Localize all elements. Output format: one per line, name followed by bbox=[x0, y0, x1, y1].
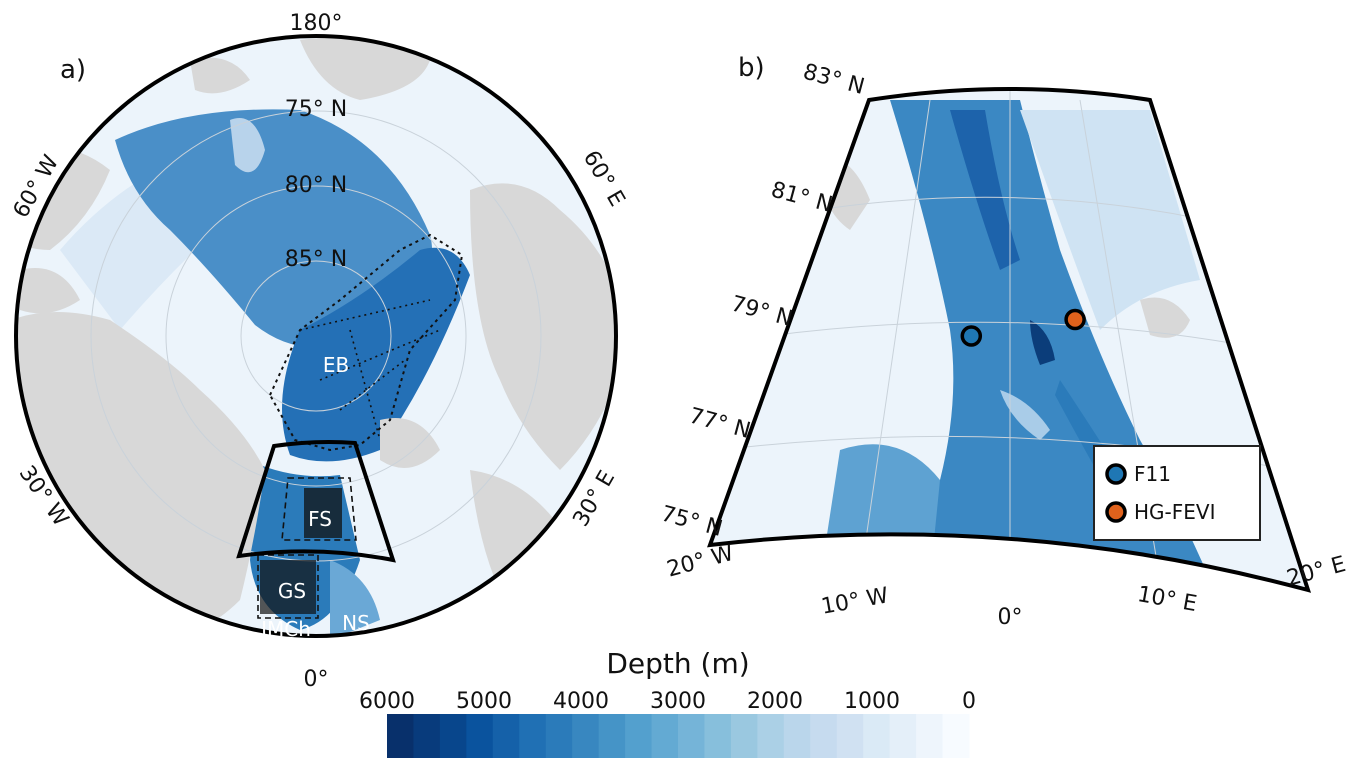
colorbar-swatch bbox=[492, 714, 520, 758]
colorbar-tick-label: 1000 bbox=[844, 689, 900, 714]
colorbar-swatch bbox=[598, 714, 626, 758]
amerasian-basin bbox=[115, 109, 433, 348]
lon-label-0: 0° bbox=[998, 605, 1023, 630]
lon-label-20w: 20° W bbox=[664, 541, 736, 583]
lat-label-85: 85° N bbox=[285, 247, 347, 272]
colorbar-tick-label: 0 bbox=[962, 689, 976, 714]
svalbard-landmass bbox=[380, 418, 440, 468]
region-jmch: JMCh bbox=[259, 617, 311, 641]
lat-label-75: 75° N bbox=[285, 97, 347, 122]
panel-b-label: b) bbox=[738, 53, 765, 83]
colorbar-swatch bbox=[757, 714, 785, 758]
colorbar-swatch bbox=[730, 714, 758, 758]
region-ns: NS bbox=[342, 611, 370, 635]
colorbar-swatch bbox=[413, 714, 441, 758]
colorbar-swatch bbox=[572, 714, 600, 758]
panel-a-frame bbox=[14, 34, 618, 638]
colorbar-swatch bbox=[545, 714, 573, 758]
lat-label-81n: 81° N bbox=[768, 178, 835, 218]
colorbar-swatch bbox=[519, 714, 547, 758]
lon-label-0: 0° bbox=[304, 667, 329, 692]
legend: F11 HG-FEVI bbox=[1093, 445, 1261, 541]
legend-marker-f11 bbox=[1105, 463, 1127, 485]
colorbar-swatch bbox=[466, 714, 494, 758]
colorbar-swatch bbox=[651, 714, 679, 758]
lat-label-77n: 77° N bbox=[686, 404, 753, 444]
lat-label-80: 80° N bbox=[285, 173, 347, 198]
lon-label-180: 180° bbox=[290, 11, 343, 36]
lat-label-83n: 83° N bbox=[800, 60, 867, 100]
panel-a-label: a) bbox=[60, 55, 86, 85]
gs-data-cluster bbox=[260, 560, 316, 614]
region-eb: EB bbox=[323, 353, 349, 377]
colorbar-swatch bbox=[678, 714, 705, 758]
colorbar-swatch bbox=[836, 714, 864, 758]
lat-label-75n: 75° N bbox=[658, 502, 725, 542]
lon-label-10w: 10° W bbox=[819, 583, 890, 619]
colorbar-tick-label: 2000 bbox=[747, 689, 803, 714]
colorbar-swatches bbox=[387, 714, 970, 758]
colorbar-swatch bbox=[916, 714, 944, 758]
cruise-tracks bbox=[268, 233, 464, 452]
region-fs: FS bbox=[308, 507, 332, 531]
colorbar-tick-label: 4000 bbox=[553, 689, 609, 714]
fs-data-cluster bbox=[304, 488, 342, 538]
colorbar-swatch bbox=[704, 714, 732, 758]
eurasia-landmass bbox=[470, 183, 616, 470]
colorbar-swatch bbox=[387, 714, 414, 758]
colorbar-swatch bbox=[439, 714, 467, 758]
colorbar-tick-label: 5000 bbox=[456, 689, 512, 714]
lat-label-79n: 79° N bbox=[728, 292, 795, 332]
legend-marker-hg-fevi bbox=[1105, 501, 1127, 523]
colorbar-ticks: 6000 5000 4000 3000 2000 1000 0 bbox=[359, 689, 976, 714]
panel-b-map: b) 83° N 81° N 79° N 77° N 75° N 20° W 1… bbox=[658, 53, 1348, 630]
colorbar-tick-label: 6000 bbox=[359, 689, 415, 714]
colorbar-swatch bbox=[810, 714, 838, 758]
legend-box bbox=[1093, 445, 1261, 541]
colorbar-swatch bbox=[625, 714, 653, 758]
fram-strait-box bbox=[236, 440, 396, 563]
station-marker bbox=[960, 325, 983, 347]
colorbar-swatch bbox=[863, 714, 891, 758]
colorbar-tick-label: 3000 bbox=[650, 689, 706, 714]
colorbar-swatch bbox=[942, 714, 970, 758]
region-gs: GS bbox=[278, 579, 306, 603]
colorbar-title: Depth (m) bbox=[606, 647, 749, 680]
station-marker bbox=[1064, 308, 1086, 331]
colorbar-swatch bbox=[889, 714, 917, 758]
legend-label-hg-fevi: HG-FEVI bbox=[1134, 500, 1215, 524]
panel-b-frame bbox=[707, 87, 1312, 593]
panel-a-map: a) 180° 0° 60° W 30° W 60° E 30° E 75° N… bbox=[9, 11, 630, 692]
legend-label-f11: F11 bbox=[1134, 462, 1171, 486]
lon-label-10e: 10° E bbox=[1135, 582, 1198, 617]
colorbar-swatch bbox=[783, 714, 811, 758]
colorbar: Depth (m) 6000 5000 4000 3000 2000 1000 0 bbox=[359, 647, 976, 758]
